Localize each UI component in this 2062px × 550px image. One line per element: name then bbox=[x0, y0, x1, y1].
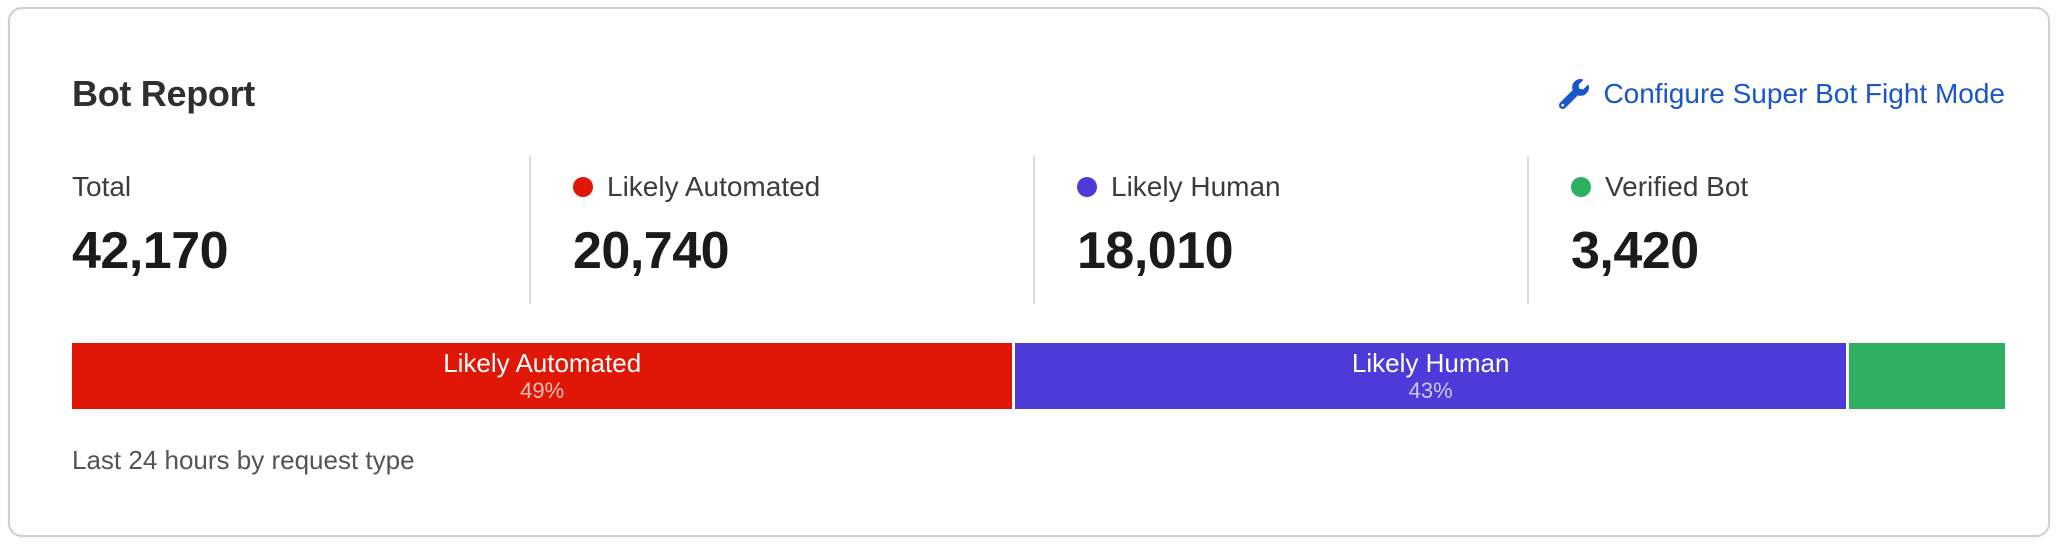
stat-likely-automated-value: 20,740 bbox=[573, 222, 730, 280]
stat-total-label: Total bbox=[72, 170, 519, 203]
bar-segment-verified-bot bbox=[1848, 343, 2005, 409]
bar-segment-likely-automated: Likely Automated 49% bbox=[72, 343, 1013, 409]
stat-likely-human: Likely Human 18,010 bbox=[1033, 156, 1527, 304]
card-header: Bot Report Configure Super Bot Fight Mod… bbox=[72, 73, 2005, 115]
stat-likely-human-value: 18,010 bbox=[1077, 222, 1234, 280]
stat-likely-automated-label: Likely Automated bbox=[573, 170, 1023, 203]
stat-verified-bot-value: 3,420 bbox=[1571, 222, 1699, 280]
stat-label-text: Verified Bot bbox=[1605, 171, 1749, 202]
page-title: Bot Report bbox=[72, 73, 255, 114]
likely-automated-dot-icon bbox=[573, 176, 593, 197]
stat-label-text: Likely Human bbox=[1111, 171, 1281, 202]
stat-verified-bot: Verified Bot 3,420 bbox=[1527, 156, 2005, 304]
likely-human-dot-icon bbox=[1077, 176, 1097, 197]
stats-row: Total 42,170 Likely Automated 20,740 Lik… bbox=[72, 156, 2005, 304]
stat-label-text: Total bbox=[72, 171, 132, 202]
bar-segment-percent: 43% bbox=[1408, 378, 1453, 403]
configure-super-bot-fight-mode-link[interactable]: Configure Super Bot Fight Mode bbox=[1559, 78, 2005, 110]
bar-segment-label: Likely Human bbox=[1351, 348, 1510, 378]
request-type-stacked-bar: Likely Automated 49% Likely Human 43% bbox=[72, 343, 2005, 409]
stat-total-value: 42,170 bbox=[72, 222, 229, 280]
stat-label-text: Likely Automated bbox=[607, 171, 821, 202]
bar-segment-percent: 49% bbox=[520, 378, 565, 403]
stat-verified-bot-label: Verified Bot bbox=[1571, 170, 1995, 203]
time-range-note: Last 24 hours by request type bbox=[72, 445, 415, 475]
bar-segment-label: Likely Automated bbox=[443, 348, 642, 378]
wrench-icon bbox=[1559, 79, 1590, 109]
stat-likely-automated: Likely Automated 20,740 bbox=[529, 156, 1033, 304]
bot-report-card: Bot Report Configure Super Bot Fight Mod… bbox=[8, 7, 2050, 537]
stat-total: Total 42,170 bbox=[72, 156, 529, 304]
configure-link-label: Configure Super Bot Fight Mode bbox=[1603, 78, 2005, 109]
bar-segment-likely-human: Likely Human 43% bbox=[1015, 343, 1846, 409]
stat-likely-human-label: Likely Human bbox=[1077, 170, 1517, 203]
verified-bot-dot-icon bbox=[1571, 176, 1591, 197]
